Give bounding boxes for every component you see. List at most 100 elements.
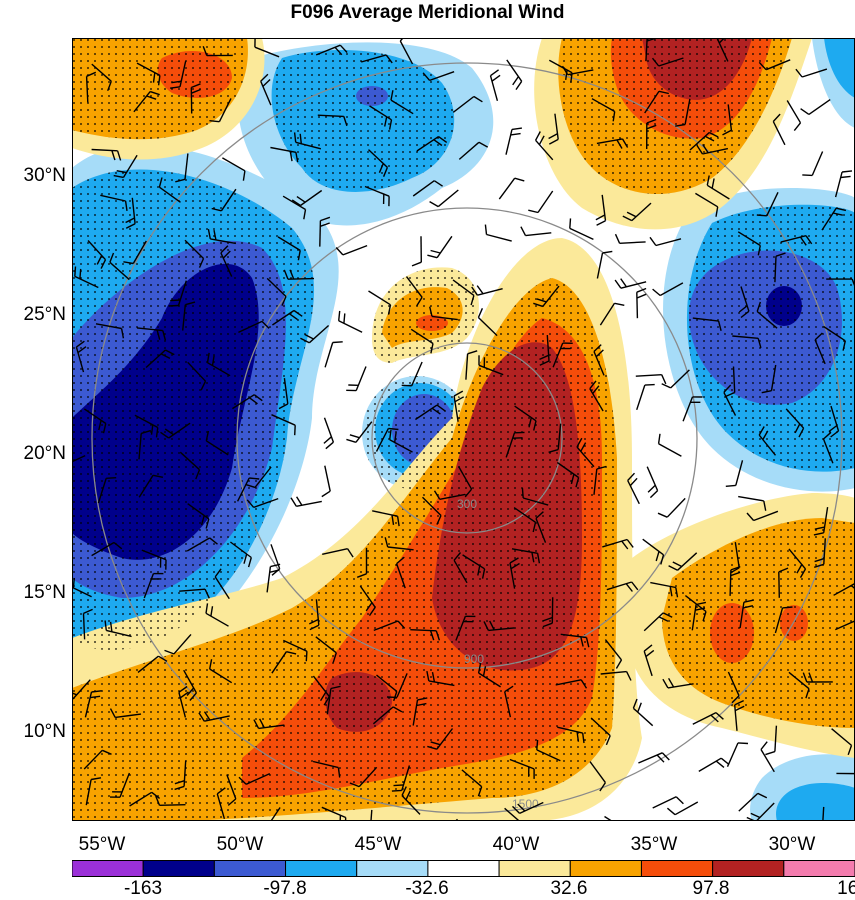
wind-barb-142: [355, 421, 373, 443]
wind-barb-255: [84, 691, 93, 718]
wind-barb-flag-201-0: [730, 567, 740, 574]
wind-barb-flag-160-0: [389, 429, 392, 440]
wind-barb-224: [205, 612, 229, 627]
wind-barb-flag-253-0: [805, 688, 810, 699]
wind-barb-116: [732, 335, 759, 339]
wind-barb-flag-112-1: [539, 354, 549, 361]
wind-barb-flag-227-0: [397, 620, 406, 629]
range-ring-900: [236, 207, 698, 669]
wind-barb-flag-267-0: [632, 698, 638, 709]
wind-barb-flag-218-1: [730, 571, 741, 577]
wind-barb-flag-265-1: [576, 731, 580, 742]
wind-barb-161: [458, 466, 473, 490]
wind-barb-264: [504, 691, 512, 718]
wind-barb-173: [236, 477, 250, 502]
wind-barb-4: [254, 46, 280, 58]
wind-barb-flag-83-1: [799, 236, 807, 246]
wind-barb-152: [830, 405, 840, 432]
wind-barb-flag-107-1: [304, 333, 314, 340]
wind-barb-flag-250-1: [645, 649, 655, 658]
wind-barb-flag-9-0: [515, 80, 523, 90]
wind-barb-144: [453, 395, 459, 422]
wind-barb-295: [370, 809, 373, 821]
wind-barb-31: [727, 104, 733, 131]
wind-barb-flag-134-0: [761, 390, 772, 394]
wind-barb-73: [319, 220, 322, 247]
wind-barb-215: [606, 581, 632, 591]
wind-barb-flag-145-0: [533, 420, 537, 431]
wind-barb-flag-199-0: [660, 554, 665, 565]
wind-barb-168: [758, 434, 777, 456]
wind-barb-134: [770, 364, 777, 391]
wind-barb-123: [283, 378, 289, 404]
wind-barb-flag-261-0: [392, 706, 403, 713]
wind-barb-flag-26-0: [490, 69, 500, 77]
wind-barb-flag-196-0: [536, 553, 541, 564]
wind-barb-12: [645, 38, 648, 62]
wind-barb-300: [604, 815, 613, 821]
wind-barb-flag-82-0: [757, 245, 761, 256]
wind-barb-flag-117-0: [756, 301, 762, 312]
wind-barb-212: [453, 559, 468, 584]
wind-barb-flag-210-0: [368, 606, 376, 616]
wind-barb-22: [317, 114, 344, 118]
wind-barb-flag-212-0: [453, 552, 462, 561]
wind-barb-flag-68-1: [96, 255, 103, 265]
wind-barb-flag-84-0: [836, 207, 847, 212]
wind-barb-flag-62-1: [595, 214, 606, 221]
ring-label-900: 900: [464, 652, 484, 666]
wind-barb-157: [254, 466, 272, 488]
wind-barb-257: [178, 692, 187, 718]
wind-barb-77: [486, 233, 512, 242]
wind-barb-flag-236-0: [782, 606, 793, 609]
wind-barb-179: [513, 507, 536, 523]
wind-barb-flag-277-0: [337, 767, 341, 778]
wind-barb-113: [599, 302, 616, 326]
wind-barb-flag-27-1: [548, 133, 558, 140]
wind-barb-98: [659, 282, 684, 297]
wind-barb-43: [505, 129, 513, 155]
wind-barb-289: [85, 779, 92, 806]
wind-barb-47: [689, 131, 710, 151]
wind-barb-flag-52-0: [125, 223, 136, 229]
lon-label-35w: 35°W: [630, 834, 678, 855]
wind-barb-114: [636, 292, 639, 319]
wind-barb-flag-285-0: [720, 757, 730, 766]
wind-barb-flag-95-1: [536, 298, 547, 303]
wind-barb-107: [308, 324, 330, 344]
wind-barb-82: [737, 231, 761, 247]
wind-barb-261: [372, 706, 394, 725]
wind-barb-231: [560, 633, 587, 639]
colorbar-label-5: 163: [837, 878, 855, 899]
wind-barb-flag-182-1: [629, 477, 638, 487]
wind-barb-flag-122-0: [206, 352, 210, 363]
wind-barb-flag-211-0: [396, 556, 405, 565]
wind-barb-flag-246-1: [431, 671, 436, 683]
wind-barb-200: [677, 552, 698, 571]
wind-barb-flag-247-1: [482, 666, 487, 677]
wind-barb-flag-270-0: [765, 750, 776, 756]
wind-barb-64: [695, 192, 719, 208]
wind-barb-flag-252-0: [731, 695, 740, 704]
wind-barb-flag-146-0: [548, 448, 559, 453]
wind-barb-flag-94-0: [471, 286, 478, 296]
wind-barb-flag-48-1: [702, 144, 709, 154]
wind-barb-71: [210, 238, 237, 245]
wind-barb-39: [295, 141, 322, 150]
wind-barb-88: [220, 252, 233, 277]
wind-barb-flag-259-1: [258, 718, 265, 729]
colorbar-box-1: [142, 860, 215, 877]
wind-barb-243: [312, 675, 330, 698]
wind-barb-flag-152-1: [828, 424, 838, 433]
wind-barb-267: [632, 707, 654, 727]
wind-barb-flag-208-0: [270, 563, 281, 568]
wind-barb-189: [186, 537, 211, 552]
wind-barb-205: [143, 573, 155, 599]
wind-barb-flag-226-0: [332, 652, 337, 663]
wind-barb-flag-95-0: [533, 302, 544, 308]
wind-barb-188: [141, 549, 167, 561]
wind-barb-flag-145-1: [528, 417, 532, 428]
wind-barb-flag-97-0: [614, 279, 622, 289]
lat-label-25n: 25°N: [23, 304, 66, 325]
wind-barb-flag-222-1: [109, 621, 113, 632]
